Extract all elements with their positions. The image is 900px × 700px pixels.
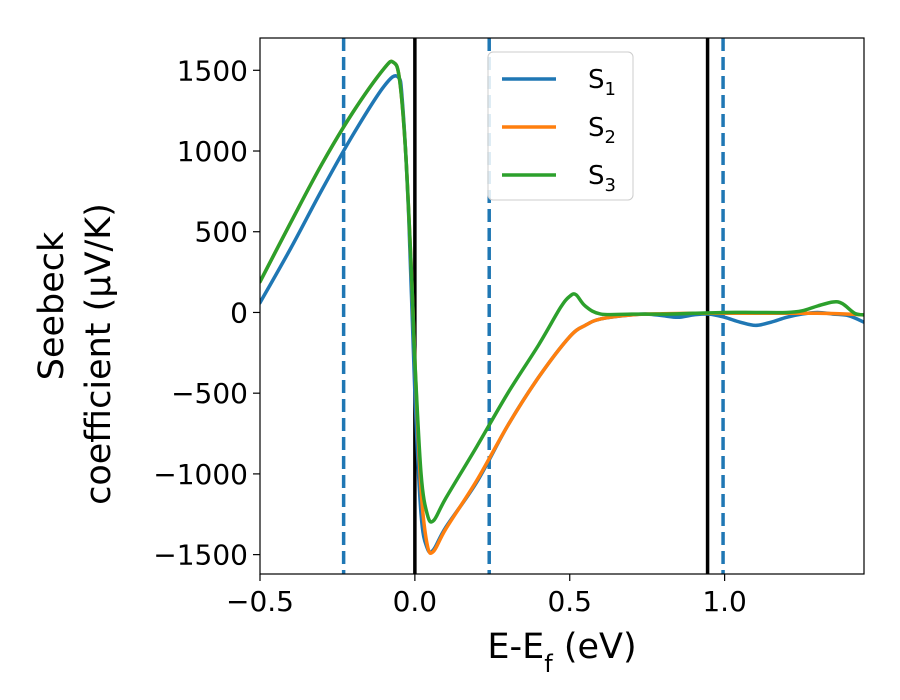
legend-label-s2: S2 bbox=[588, 113, 616, 148]
x-axis-title: E-Ef (eV) bbox=[487, 627, 636, 678]
y-tick-label: 500 bbox=[195, 216, 248, 249]
legend-label-s3: S3 bbox=[588, 161, 616, 196]
legend: S1 S2 S3 bbox=[487, 51, 634, 201]
axis-ticks: −0.5 0.0 0.5 1.0 −1500 −1000 −500 0 500 1000 1500 bbox=[153, 54, 747, 618]
x-tick-label: 1.0 bbox=[702, 585, 747, 618]
y-tick-label: −1500 bbox=[153, 539, 248, 572]
series-line-s3 bbox=[260, 59, 864, 524]
y-tick-label: −1000 bbox=[153, 458, 248, 491]
y-axis-title-line2: coefficient (μV/K) bbox=[79, 203, 119, 505]
y-axis-title-line1: Seebeck bbox=[32, 231, 72, 380]
legend-box bbox=[487, 51, 634, 201]
y-tick-label: −500 bbox=[171, 377, 248, 410]
y-tick-label: 1000 bbox=[177, 135, 248, 168]
series-lines bbox=[260, 59, 864, 555]
x-tick-label: 0.0 bbox=[393, 585, 438, 618]
reference-lines bbox=[341, 38, 725, 574]
y-tick-label: 1500 bbox=[177, 54, 248, 87]
x-tick-label: −0.5 bbox=[226, 585, 294, 618]
x-tick-label: 0.5 bbox=[547, 585, 592, 618]
y-tick-label: 0 bbox=[230, 296, 248, 329]
legend-label-s1: S1 bbox=[588, 65, 616, 100]
plot-frame bbox=[259, 37, 865, 575]
